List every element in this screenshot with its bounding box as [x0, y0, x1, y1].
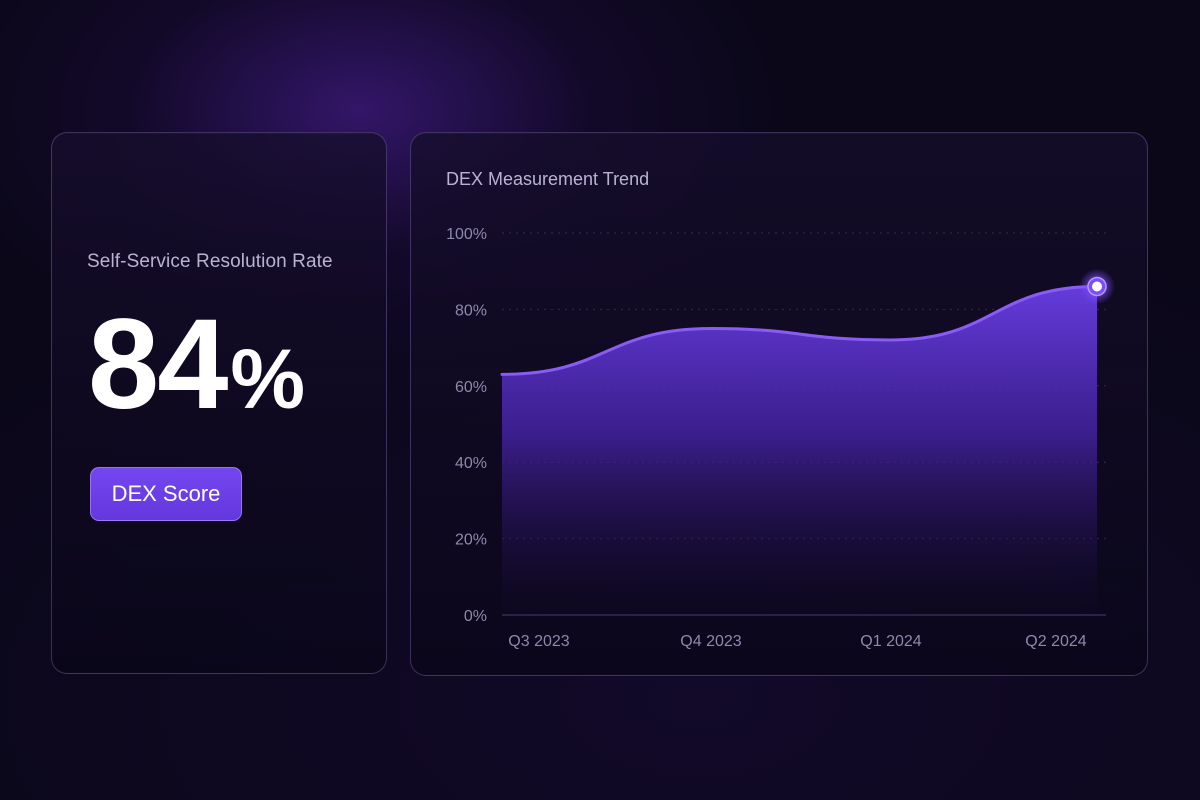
y-tick-label: 40%: [455, 455, 487, 472]
latest-point-marker: [1079, 268, 1115, 305]
kpi-value-number: 84: [88, 293, 228, 436]
area-series: [500, 284, 1099, 615]
y-tick-label: 0%: [464, 608, 487, 625]
y-tick-label: 20%: [455, 532, 487, 549]
x-tick-label: Q1 2024: [860, 633, 921, 650]
chart-title: DEX Measurement Trend: [446, 169, 650, 189]
kpi-value-unit: %: [230, 332, 305, 426]
y-tick-label: 80%: [455, 302, 487, 319]
kpi-label: Self-Service Resolution Rate: [87, 251, 333, 272]
trend-chart: 0% 20% 40% 60% 80% 100% Q3 2023 Q4 2023 Q1 2024…: [446, 226, 1115, 650]
dex-score-badge[interactable]: DEX Score: [90, 467, 242, 521]
chart-card: DEX Measurement Trend 0% 20% 40% 60% 80% 100%…: [410, 132, 1148, 676]
x-tick-label: Q3 2023: [508, 633, 569, 650]
x-axis-ticks: Q3 2023 Q4 2023 Q1 2024 Q2 2024: [508, 633, 1086, 650]
y-tick-label: 100%: [446, 226, 487, 243]
kpi-value: 84%: [88, 301, 305, 429]
series-line: [500, 284, 1099, 376]
x-tick-label: Q2 2024: [1025, 633, 1086, 650]
y-axis-ticks: 0% 20% 40% 60% 80% 100%: [446, 226, 487, 625]
data-point-latest[interactable]: [1092, 281, 1102, 292]
y-tick-label: 60%: [455, 379, 487, 396]
area-fill: [502, 286, 1097, 615]
kpi-card: Self-Service Resolution Rate 84% DEX Sco…: [51, 132, 387, 674]
x-tick-label: Q4 2023: [680, 633, 741, 650]
